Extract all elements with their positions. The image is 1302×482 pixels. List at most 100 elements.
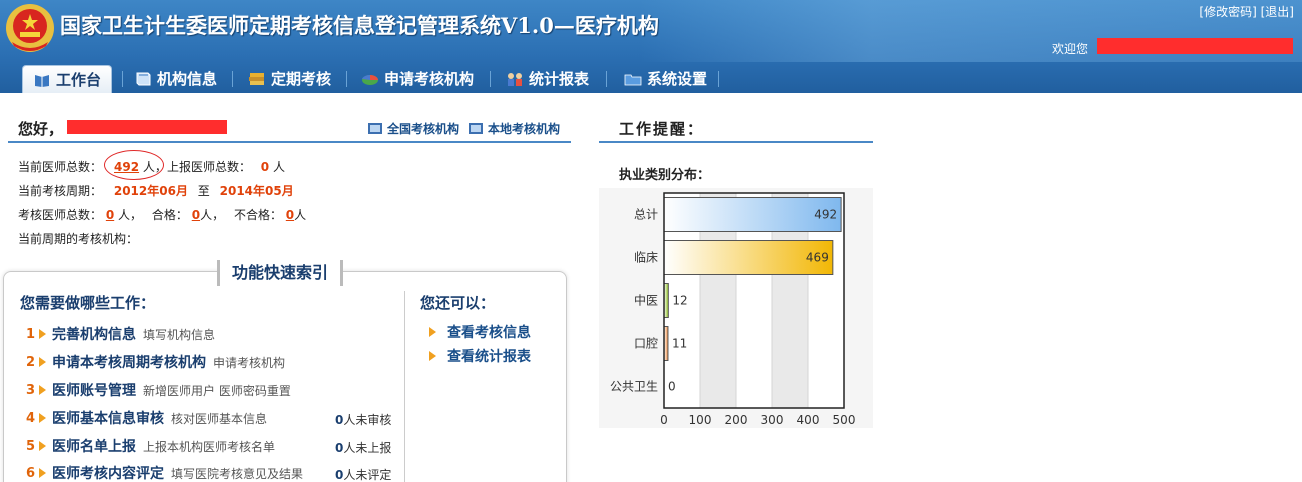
task-item[interactable]: 3 医师账号管理 新增医师用户 医师密码重置 [26,380,291,400]
distribution-chart-panel: 492 总计 469 临床 12 中医 11 口腔 0 公共卫生 0 100 200 300 400 500 [599,188,873,428]
view-stat-report-link[interactable]: 查看统计报表 [447,349,531,365]
task-desc: 新增医师用户 医师密码重置 [143,383,291,398]
unit: 人 [294,208,307,222]
task-name[interactable]: 申请本考核周期考核机构 [52,355,206,371]
also-item[interactable]: 查看统计报表 [429,346,531,366]
distribution-title: 执业类别分布： [619,168,711,183]
book-icon [35,74,49,87]
header: 国家卫生计生委医师定期考核信息登记管理系统V1.0—医疗机构 [修改密码] [退… [0,0,1302,93]
national-agency-link[interactable]: 全国考核机构 [368,120,459,137]
count-value[interactable]: 0 [335,441,344,455]
bar-value-label: 0 [668,380,676,394]
pass-value[interactable]: 0 [191,208,201,222]
info-row-exam: 考核医师总数： 0 人， 合格： 0人， 不合格： 0人 [18,206,306,223]
monitor-icon [469,123,484,134]
count-suffix: 人未上报 [343,441,392,455]
section-divider [8,141,571,143]
monitor-icon [368,123,382,134]
task-name[interactable]: 完善机构信息 [52,327,136,343]
distribution-bar-chart: 492 总计 469 临床 12 中医 11 口腔 0 公共卫生 0 100 200 300 400 500 [610,192,855,427]
task-number: 3 [26,382,36,398]
reminder-title: 工作提醒： [619,120,705,138]
function-index-title: 功能快速索引 [217,260,344,286]
view-exam-info-link[interactable]: 查看考核信息 [447,325,531,341]
triangle-right-icon [429,327,436,337]
triangle-right-icon [39,413,46,423]
link-label: 全国考核机构 [387,122,460,136]
logout-link[interactable]: [退出] [1260,5,1294,19]
count-suffix: 人未评定 [343,468,392,482]
tab-system-settings[interactable]: 系统设置 [624,65,707,93]
period-start: 2012年06月 [113,184,188,198]
nav-divider [232,71,233,87]
link-label: 本地考核机构 [488,122,561,136]
fail-value[interactable]: 0 [285,208,295,222]
exam-total-value[interactable]: 0 [105,208,115,222]
task-name[interactable]: 医师考核内容评定 [52,466,164,482]
unit: 人 [200,208,213,222]
change-password-link[interactable]: [修改密码] [1199,5,1257,19]
task-item[interactable]: 2 申请本考核周期考核机构 申请考核机构 [26,352,285,372]
nav-divider [718,71,719,87]
tab-stat-report[interactable]: 统计报表 [506,65,589,93]
task-item[interactable]: 6 医师考核内容评定 填写医院考核意见及结果 [26,463,303,482]
tab-label: 机构信息 [157,70,218,88]
folder-icon [624,74,642,86]
category-label: 口腔 [634,336,658,351]
pass-label: 合格： [151,208,188,222]
period-label: 当前考核周期： [18,184,103,198]
tab-workbench[interactable]: 工作台 [22,65,113,93]
tab-label: 统计报表 [529,70,590,88]
task-item[interactable]: 1 完善机构信息 填写机构信息 [26,324,215,344]
reported-value: 0 [260,160,270,174]
nav-divider [606,71,607,87]
tab-apply-agency[interactable]: 申请考核机构 [361,65,474,93]
agency-label: 当前周期的考核机构： [18,232,139,246]
people-icon [508,73,522,86]
tab-org-info[interactable]: 机构信息 [134,65,217,93]
also-title: 您还可以： [420,294,496,312]
task-number: 6 [26,465,36,481]
category-label: 总计 [634,208,658,222]
main-nav: 工作台 机构信息 定期考核 申请考核机构 统计报表 系统设置 [0,62,1302,93]
welcome-label: 欢迎您 [1052,42,1089,56]
top-links: [修改密码] [退出] [1199,3,1294,20]
nav-divider [346,71,347,87]
highlight-circle [104,150,164,180]
task-desc: 上报本机构医师考核名单 [143,439,276,454]
plot-frame [663,192,845,409]
national-emblem-icon [6,4,54,52]
task-desc: 核对医师基本信息 [171,411,268,426]
task-desc: 填写机构信息 [143,327,216,342]
unit: 人 [272,160,285,174]
column-divider [404,291,405,482]
books-stack-icon [249,73,264,85]
quick-links: 全国考核机构 本地考核机构 [368,120,560,137]
task-number: 2 [26,354,36,370]
reported-label: 上报医师总数： [166,160,251,174]
count-value[interactable]: 0 [335,468,344,482]
bar-value-label: 469 [806,251,829,265]
x-tick-label: 100 [689,413,712,427]
local-agency-link[interactable]: 本地考核机构 [469,120,560,137]
count-value[interactable]: 0 [335,413,344,427]
x-tick-label: 200 [725,413,748,427]
task-number: 1 [26,326,36,342]
task-item[interactable]: 5 医师名单上报 上报本机构医师考核名单 [26,436,275,456]
task-desc: 填写医院考核意见及结果 [171,466,304,481]
separator: ， [130,208,143,222]
x-tick-label: 400 [797,413,820,427]
bar-value-label: 12 [672,294,687,308]
info-row-agency: 当前周期的考核机构： [18,230,138,247]
total-doctors-label: 当前医师总数： [18,160,103,174]
count-suffix: 人未审核 [343,413,392,427]
tab-label: 系统设置 [647,70,708,88]
task-item[interactable]: 4 医师基本信息审核 核对医师基本信息 [26,408,267,428]
task-count: 0人未上报 [335,439,391,456]
tab-periodic-exam[interactable]: 定期考核 [248,65,331,93]
also-item[interactable]: 查看考核信息 [429,322,531,342]
task-name[interactable]: 医师账号管理 [52,383,136,399]
task-name[interactable]: 医师基本信息审核 [52,411,164,427]
task-name[interactable]: 医师名单上报 [52,439,136,455]
need-title: 您需要做哪些工作： [20,294,156,312]
